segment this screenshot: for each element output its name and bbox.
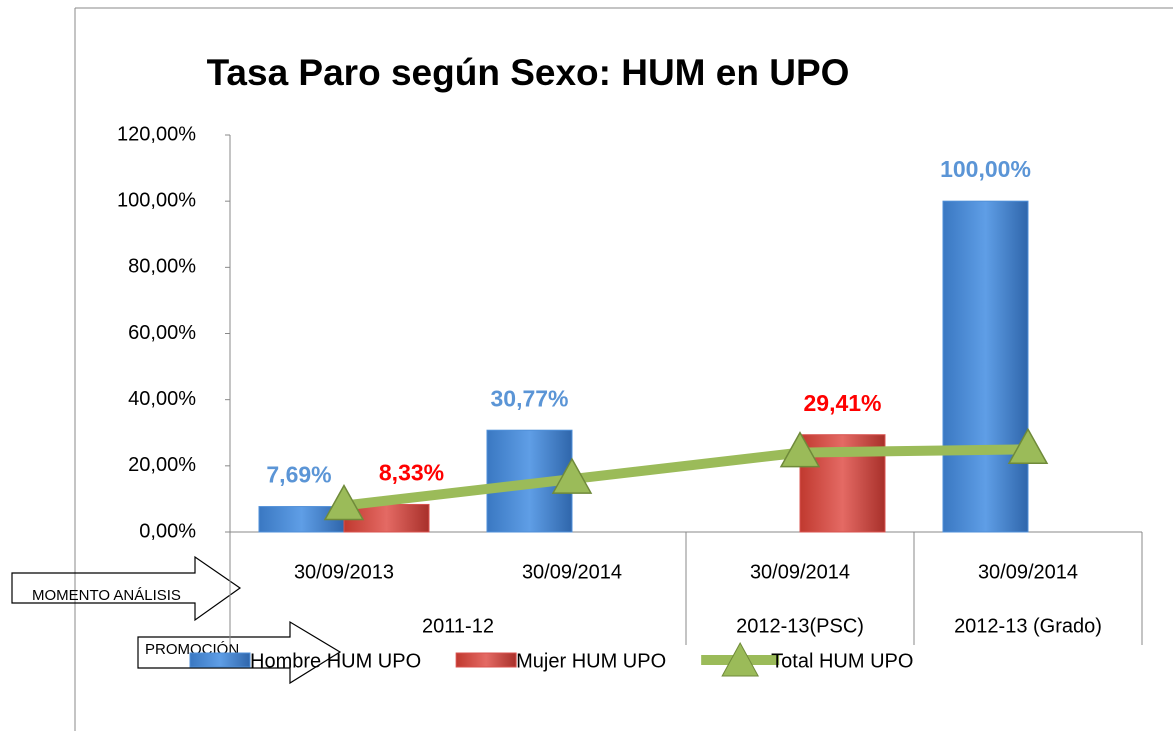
legend-label: Mujer HUM UPO xyxy=(516,650,666,672)
marker xyxy=(1007,427,1049,465)
legend-label: Hombre HUM UPO xyxy=(250,650,421,672)
legend-swatch xyxy=(455,652,517,668)
y-tick-label: 60,00% xyxy=(128,322,196,344)
marker xyxy=(323,483,365,521)
y-tick-label: 100,00% xyxy=(117,189,196,211)
y-tick-label: 20,00% xyxy=(128,454,196,476)
y-tick-label: 40,00% xyxy=(128,388,196,410)
arrow-shape xyxy=(11,555,242,622)
x-tick-label: 30/09/2014 xyxy=(750,561,850,583)
group-label: 2012-13 (Grado) xyxy=(954,615,1102,637)
y-tick-label: 80,00% xyxy=(128,256,196,278)
x-tick-label: 30/09/2013 xyxy=(294,561,394,583)
data-label: 30,77% xyxy=(490,385,568,411)
x-tick-label: 30/09/2014 xyxy=(978,561,1078,583)
y-tick-label: 120,00% xyxy=(117,123,196,145)
x-tick-label: 30/09/2014 xyxy=(522,561,622,583)
legend-swatch xyxy=(721,641,759,677)
group-label: 2011-12 xyxy=(422,615,494,637)
chart-title: Tasa Paro según Sexo: HUM en UPO xyxy=(207,52,850,93)
marker xyxy=(779,431,821,468)
group-label: 2012-13(PSC) xyxy=(736,615,864,637)
data-label: 100,00% xyxy=(940,156,1031,182)
line xyxy=(343,444,1029,511)
arrow xyxy=(11,555,342,685)
legend-label: Total HUM UPO xyxy=(771,650,913,672)
arrow-shape xyxy=(137,620,342,685)
data-label: 7,69% xyxy=(266,462,331,488)
legend-swatch xyxy=(189,652,251,668)
data-label: 8,33% xyxy=(379,460,444,486)
y-tick-label: 0,00% xyxy=(139,520,196,542)
annotation: MOMENTO ANÁLISIS xyxy=(32,587,181,604)
marker xyxy=(551,457,593,494)
data-label: 29,41% xyxy=(803,390,881,416)
bar xyxy=(942,200,1029,533)
